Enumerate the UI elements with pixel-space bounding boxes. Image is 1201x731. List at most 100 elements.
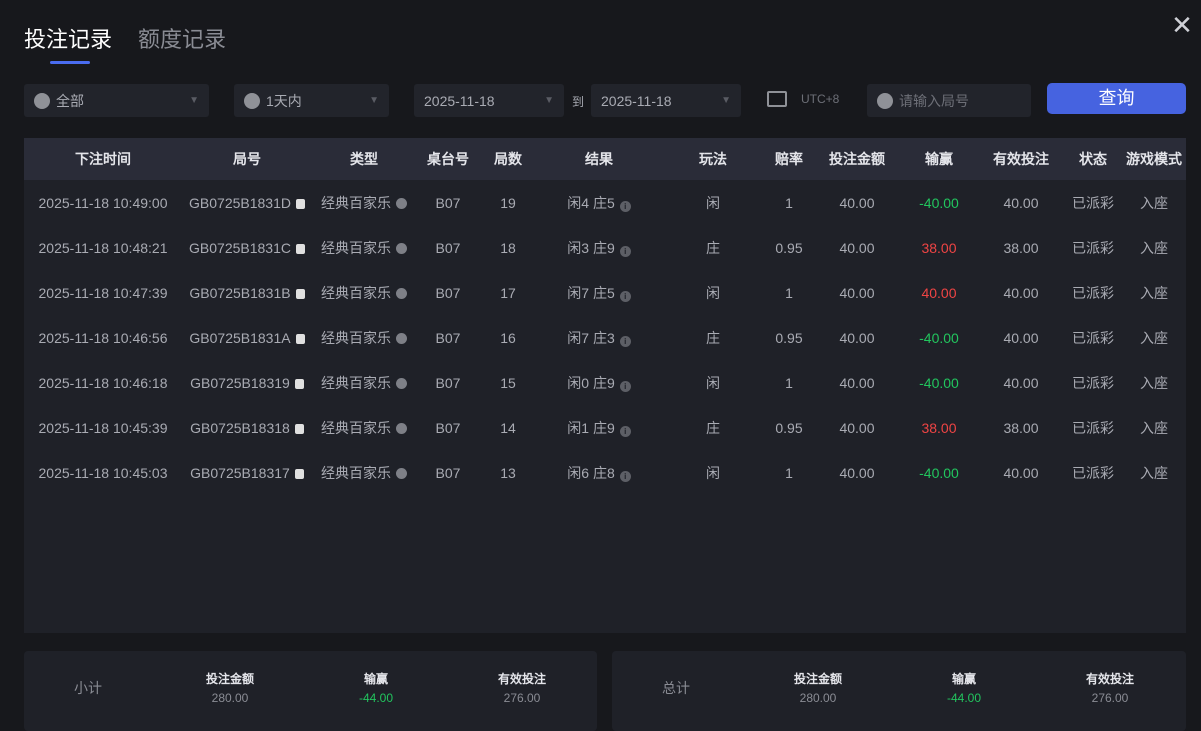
odds-value: 1 bbox=[785, 194, 793, 211]
round-id-value: GB0725B1831D bbox=[189, 194, 291, 211]
chevron-down-icon: ▼ bbox=[369, 95, 379, 106]
info-icon[interactable]: i bbox=[619, 470, 631, 482]
bet-amount-value: 40.00 bbox=[839, 464, 875, 481]
copy-icon[interactable] bbox=[294, 423, 304, 434]
copy-icon[interactable] bbox=[294, 468, 304, 479]
column-header-result: 结果 bbox=[585, 151, 613, 167]
copy-icon[interactable] bbox=[295, 198, 305, 209]
round-count-value: 16 bbox=[500, 329, 516, 346]
cell-valid-bet: 40.00 bbox=[978, 465, 1064, 481]
cell-game-mode: 入座 bbox=[1122, 283, 1186, 303]
game-info-icon[interactable] bbox=[396, 422, 407, 434]
odds-value: 0.95 bbox=[775, 239, 803, 256]
close-icon[interactable]: ✕ bbox=[1171, 10, 1193, 40]
game-info-icon[interactable] bbox=[396, 467, 407, 479]
cell-valid-bet: 38.00 bbox=[978, 420, 1064, 436]
column-header-game-mode: 游戏模式 bbox=[1126, 151, 1182, 167]
info-icon[interactable]: i bbox=[619, 245, 631, 257]
round-icon bbox=[877, 92, 893, 109]
game-info-icon[interactable] bbox=[396, 332, 407, 344]
cell-result: 闲0 庄9 i bbox=[536, 373, 662, 393]
table-row: 2025-11-18 10:45:39 GB0725B18318 经典百家乐 B07 1… bbox=[24, 405, 1186, 450]
time-range-select[interactable]: 1天内 ▼ bbox=[234, 84, 389, 117]
cell-status: 已派彩 bbox=[1064, 238, 1122, 258]
tab-bar: 投注记录 额度记录 bbox=[24, 22, 226, 64]
cell-game-type: 经典百家乐 bbox=[312, 238, 416, 258]
round-id-value: GB0725B1831B bbox=[189, 284, 291, 301]
bet-records-table: 下注时间 局号 类型 桌台号 局数 结果 玩法 赔率 投注金额 输赢 有效投注 状态 游戏模式 2025… bbox=[24, 138, 1186, 633]
cell-status: 已派彩 bbox=[1064, 373, 1122, 393]
table-no-value: B07 bbox=[435, 194, 461, 211]
cell-bet-amount: 40.00 bbox=[814, 285, 900, 301]
game-mode-value: 入座 bbox=[1140, 464, 1168, 481]
status-value: 已派彩 bbox=[1072, 329, 1114, 346]
cell-win-loss: -40.00 bbox=[900, 465, 978, 481]
date-to-value: 2025-11-18 bbox=[601, 92, 672, 109]
total-panel: 总计 投注金额 280.00 输赢 -44.00 有效投注 276.00 bbox=[612, 651, 1186, 731]
copy-icon[interactable] bbox=[295, 333, 305, 344]
game-type-select[interactable]: 全部 ▼ bbox=[24, 84, 209, 117]
query-button[interactable]: 查询 bbox=[1047, 83, 1186, 114]
copy-icon[interactable] bbox=[295, 288, 305, 299]
info-icon[interactable]: i bbox=[619, 380, 631, 392]
table-no-value: B07 bbox=[435, 374, 461, 391]
game-mode-value: 入座 bbox=[1140, 239, 1168, 256]
cell-status: 已派彩 bbox=[1064, 193, 1122, 213]
copy-icon[interactable] bbox=[295, 243, 305, 254]
odds-value: 1 bbox=[785, 464, 793, 481]
round-number-input[interactable]: 请输入局号 bbox=[867, 84, 1031, 117]
bet-time-value: 2025-11-18 10:47:39 bbox=[38, 284, 168, 301]
game-info-icon[interactable] bbox=[396, 287, 407, 299]
result-value: 闲4 庄5 bbox=[567, 194, 615, 211]
game-info-icon[interactable] bbox=[396, 197, 407, 209]
odds-value: 0.95 bbox=[775, 419, 803, 436]
total-bet-value: 280.00 bbox=[799, 691, 837, 705]
cell-table-no: B07 bbox=[416, 465, 480, 481]
game-type-value: 经典百家乐 bbox=[321, 239, 391, 256]
bet-time-value: 2025-11-18 10:46:18 bbox=[38, 374, 168, 391]
game-info-icon[interactable] bbox=[396, 242, 407, 254]
table-row: 2025-11-18 10:46:56 GB0725B1831A 经典百家乐 B07 1… bbox=[24, 315, 1186, 360]
cell-valid-bet: 40.00 bbox=[978, 375, 1064, 391]
cell-status: 已派彩 bbox=[1064, 463, 1122, 483]
bet-amount-value: 40.00 bbox=[839, 194, 875, 211]
bet-type-value: 闲 bbox=[706, 284, 720, 301]
tab-bet-records[interactable]: 投注记录 bbox=[24, 22, 112, 64]
bet-amount-value: 40.00 bbox=[839, 239, 875, 256]
cell-valid-bet: 40.00 bbox=[978, 330, 1064, 346]
info-icon[interactable]: i bbox=[619, 290, 631, 302]
cell-win-loss: -40.00 bbox=[900, 195, 978, 211]
bet-time-value: 2025-11-18 10:46:56 bbox=[38, 329, 168, 346]
valid-bet-value: 40.00 bbox=[1003, 284, 1039, 301]
cell-bet-type: 庄 bbox=[662, 418, 764, 438]
cell-result: 闲6 庄8 i bbox=[536, 463, 662, 483]
round-count-value: 14 bbox=[500, 419, 516, 436]
game-info-icon[interactable] bbox=[396, 377, 407, 389]
cell-bet-time: 2025-11-18 10:45:39 bbox=[24, 420, 182, 436]
bet-amount-value: 40.00 bbox=[839, 374, 875, 391]
copy-icon[interactable] bbox=[294, 378, 304, 389]
table-row: 2025-11-18 10:46:18 GB0725B18319 经典百家乐 B07 1… bbox=[24, 360, 1186, 405]
chevron-down-icon: ▼ bbox=[189, 95, 199, 106]
info-icon[interactable]: i bbox=[619, 200, 631, 212]
win-loss-value: -40.00 bbox=[919, 464, 959, 481]
table-row: 2025-11-18 10:45:03 GB0725B18317 经典百家乐 B07 1… bbox=[24, 450, 1186, 495]
cell-game-mode: 入座 bbox=[1122, 373, 1186, 393]
tab-credit-records[interactable]: 额度记录 bbox=[138, 27, 227, 52]
round-count-value: 17 bbox=[500, 284, 516, 301]
info-icon[interactable]: i bbox=[619, 335, 631, 347]
table-row: 2025-11-18 10:48:21 GB0725B1831C 经典百家乐 B07 1… bbox=[24, 225, 1186, 270]
info-icon[interactable]: i bbox=[619, 425, 631, 437]
round-count-value: 19 bbox=[500, 194, 516, 211]
win-loss-value: -40.00 bbox=[919, 329, 959, 346]
cell-status: 已派彩 bbox=[1064, 328, 1122, 348]
cell-game-mode: 入座 bbox=[1122, 193, 1186, 213]
calendar-icon bbox=[767, 91, 787, 107]
column-header-odds: 赔率 bbox=[775, 151, 803, 167]
cell-round-count: 18 bbox=[480, 240, 536, 256]
date-to-select[interactable]: 2025-11-18 ▼ bbox=[591, 84, 741, 117]
status-value: 已派彩 bbox=[1072, 419, 1114, 436]
date-separator: 到 bbox=[572, 95, 585, 109]
date-from-select[interactable]: 2025-11-18 ▼ bbox=[414, 84, 564, 117]
cell-bet-time: 2025-11-18 10:45:03 bbox=[24, 465, 182, 481]
